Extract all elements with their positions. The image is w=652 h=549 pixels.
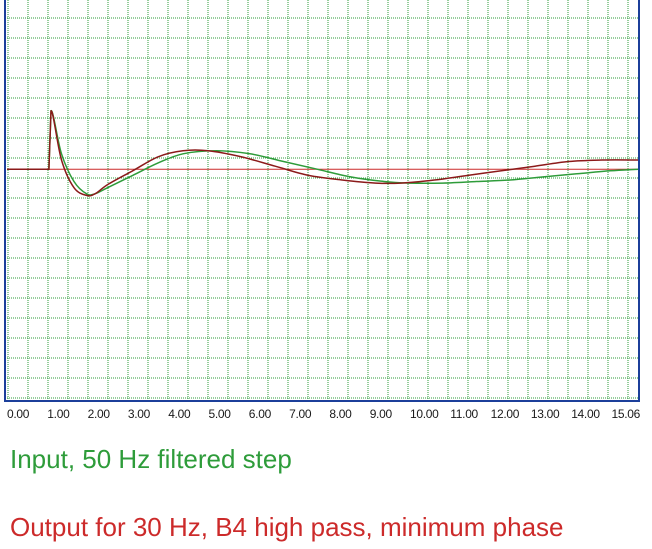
x-tick-label: 10.00	[410, 407, 439, 421]
x-tick-label: 11.00	[450, 407, 478, 421]
x-tick-label: 13.00	[530, 407, 560, 421]
x-tick-label: 15.06	[611, 407, 641, 421]
x-tick-label: 9.00	[369, 407, 392, 421]
x-tick-label: 14.00	[571, 407, 600, 421]
x-tick-label: 1.00	[47, 407, 70, 421]
plot-area	[4, 0, 640, 402]
x-tick-label: 8.00	[329, 407, 352, 421]
series-output-line	[7, 110, 639, 197]
x-tick-label: 5.00	[208, 407, 231, 421]
x-tick-label: 7.00	[289, 407, 312, 421]
x-tick-label: 0.00	[7, 407, 30, 421]
x-tick-label: 6.00	[248, 407, 271, 421]
x-tick-label: 12.00	[490, 407, 520, 421]
series-layer	[7, 110, 639, 197]
x-axis-ticks: 0.00 1.00 2.00 3.00 4.00 5.00 6.00 7.00 8.00 9.00…	[0, 404, 652, 424]
chart-svg	[7, 0, 639, 400]
x-tick-label: 3.00	[127, 407, 151, 421]
x-tick-label: 4.00	[168, 407, 191, 421]
caption-input: Input, 50 Hz filtered step	[10, 444, 292, 474]
x-tick-label: 2.00	[87, 407, 110, 421]
grid	[7, 0, 638, 400]
caption-output: Output for 30 Hz, B4 high pass, minimum …	[10, 512, 564, 542]
series-input-line	[7, 110, 639, 196]
